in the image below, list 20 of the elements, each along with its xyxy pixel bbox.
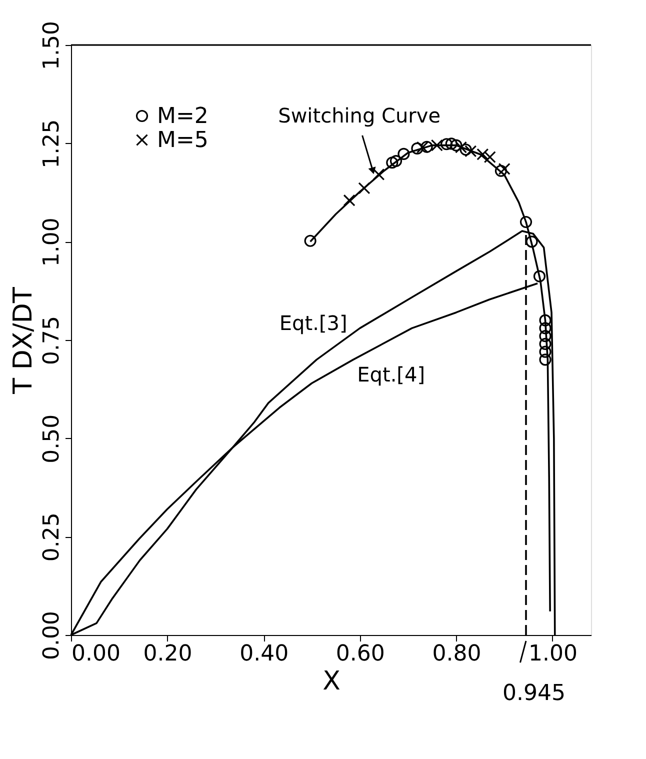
x-tick-label: 0.20 xyxy=(143,642,192,666)
annotation: Switching Curve xyxy=(278,104,441,128)
legend-label: M=5 xyxy=(157,128,208,153)
y-tick-label: 1.00 xyxy=(40,218,64,267)
y-tick-label: 0.75 xyxy=(40,316,64,365)
y-tick-label: 0.50 xyxy=(40,414,64,464)
x-tick-label: 0.00 xyxy=(72,642,120,666)
series-label: Eqt.[3] xyxy=(279,310,348,335)
x-tick-label: 0.40 xyxy=(240,642,289,666)
y-axis-title: T DX/DT xyxy=(8,287,38,395)
series-label: Eqt.[4] xyxy=(357,362,426,387)
y-tick-label: 1.50 xyxy=(40,21,64,70)
x-tick-label: 0.60 xyxy=(336,642,385,666)
y-tick-label: 1.25 xyxy=(40,119,64,168)
legend-label: M=2 xyxy=(157,104,208,129)
x-axis-title: X xyxy=(322,666,340,696)
x-tick-label: 1.00 xyxy=(528,642,578,666)
x-tick-label: 0.80 xyxy=(432,642,482,666)
y-tick-label: 0.25 xyxy=(40,512,64,562)
ref-line-label: 0.945 xyxy=(502,681,566,706)
